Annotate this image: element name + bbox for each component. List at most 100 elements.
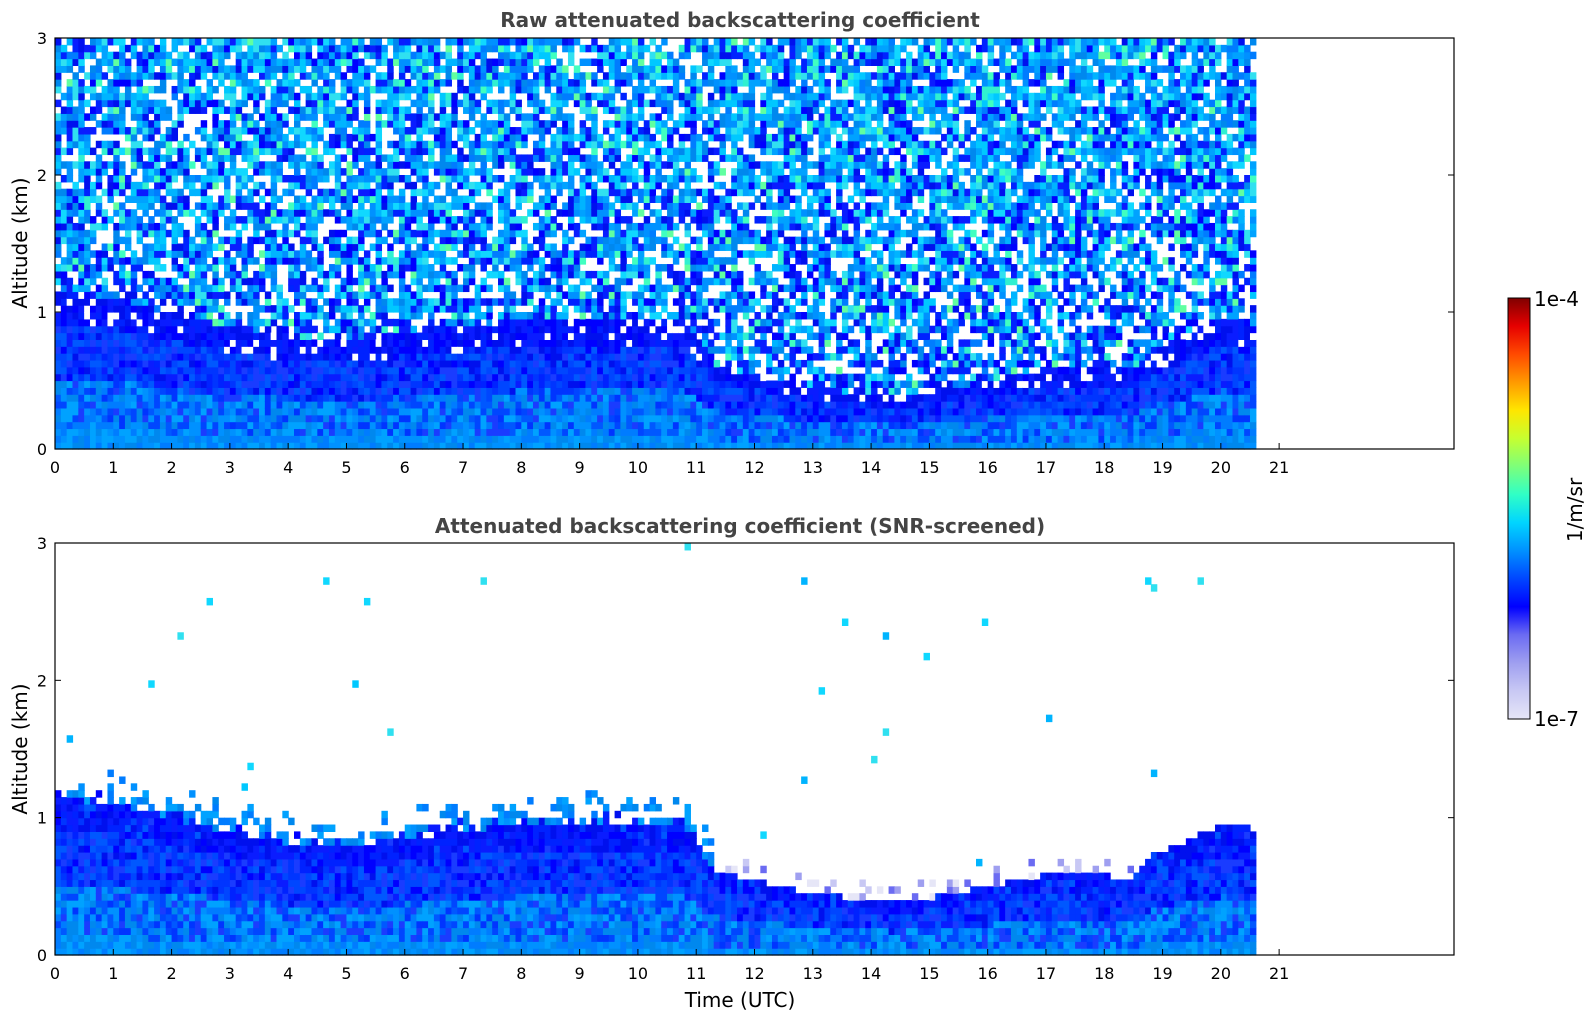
heatmap-cell bbox=[597, 435, 604, 443]
heatmap-cell bbox=[428, 85, 435, 94]
heatmap-cell bbox=[509, 318, 517, 327]
heatmap-cell bbox=[107, 106, 114, 114]
heatmap-cell bbox=[148, 216, 155, 224]
heatmap-cell bbox=[294, 435, 301, 443]
heatmap-cell bbox=[165, 325, 173, 334]
heatmap-cell bbox=[235, 359, 243, 368]
heatmap-cell bbox=[602, 284, 610, 293]
heatmap-cell bbox=[422, 72, 429, 80]
heatmap-cell bbox=[101, 401, 109, 409]
heatmap-cell bbox=[165, 359, 173, 368]
heatmap-cell bbox=[194, 339, 202, 347]
heatmap-cell bbox=[503, 435, 511, 443]
heatmap-cell bbox=[492, 366, 499, 375]
heatmap-cell bbox=[608, 236, 616, 245]
heatmap-cell bbox=[294, 318, 301, 327]
heatmap-cell bbox=[206, 79, 213, 87]
heatmap-cell bbox=[422, 387, 429, 395]
heatmap-cell bbox=[591, 394, 598, 402]
heatmap-cell bbox=[148, 421, 155, 430]
heatmap-cell bbox=[620, 414, 627, 423]
heatmap-cell bbox=[591, 401, 598, 409]
heatmap-cell bbox=[101, 58, 109, 66]
heatmap-cell bbox=[136, 373, 144, 382]
heatmap-cell bbox=[369, 175, 377, 183]
heatmap-cell bbox=[264, 257, 272, 265]
heatmap-cell bbox=[474, 250, 482, 258]
heatmap-cell bbox=[498, 312, 505, 320]
heatmap-cell bbox=[527, 339, 534, 347]
heatmap-cell bbox=[60, 270, 68, 279]
heatmap-cell bbox=[521, 318, 528, 327]
heatmap-cell bbox=[433, 401, 441, 409]
heatmap-cell bbox=[480, 58, 487, 66]
heatmap-cell bbox=[323, 188, 330, 197]
heatmap-cell bbox=[148, 154, 155, 162]
heatmap-cell bbox=[608, 147, 616, 156]
heatmap-cell bbox=[328, 188, 336, 197]
heatmap-cell bbox=[509, 85, 517, 94]
heatmap-cell bbox=[346, 435, 353, 443]
heatmap-cell bbox=[340, 346, 348, 354]
heatmap-cell bbox=[177, 209, 184, 217]
heatmap-cell bbox=[154, 106, 161, 114]
heatmap-cell bbox=[428, 44, 435, 53]
heatmap-cell bbox=[492, 346, 499, 354]
heatmap-cell bbox=[229, 380, 237, 388]
heatmap-cell bbox=[433, 339, 441, 347]
heatmap-cell bbox=[410, 291, 418, 299]
heatmap-cell bbox=[579, 298, 587, 306]
heatmap-cell bbox=[294, 51, 301, 60]
heatmap-cell bbox=[393, 127, 400, 135]
heatmap-cell bbox=[556, 339, 563, 347]
heatmap-cell bbox=[119, 188, 126, 197]
heatmap-cell bbox=[503, 120, 511, 128]
heatmap-cell bbox=[311, 202, 318, 210]
heatmap-cell bbox=[282, 312, 289, 320]
heatmap-cell bbox=[334, 51, 342, 60]
heatmap-cell bbox=[509, 339, 517, 347]
heatmap-cell bbox=[550, 51, 557, 60]
heatmap-cell bbox=[410, 312, 418, 320]
heatmap-cell bbox=[573, 92, 581, 101]
heatmap-cell bbox=[521, 51, 528, 60]
heatmap-cell bbox=[253, 291, 260, 299]
heatmap-cell bbox=[72, 243, 79, 251]
heatmap-cell bbox=[66, 38, 74, 46]
heatmap-cell bbox=[573, 339, 581, 347]
heatmap-cell bbox=[556, 318, 563, 327]
heatmap-cell bbox=[253, 127, 260, 135]
heatmap-cell bbox=[124, 380, 132, 388]
heatmap-cell bbox=[550, 120, 557, 128]
heatmap-cell bbox=[55, 51, 62, 60]
heatmap-cell bbox=[334, 346, 342, 354]
heatmap-cell bbox=[567, 58, 575, 66]
heatmap-cell bbox=[224, 181, 231, 190]
heatmap-cell bbox=[428, 113, 435, 121]
heatmap-cell bbox=[154, 305, 161, 313]
heatmap-cell bbox=[218, 127, 225, 135]
heatmap-cell bbox=[107, 243, 114, 251]
heatmap-cell bbox=[177, 113, 184, 121]
heatmap-cell bbox=[451, 243, 458, 251]
heatmap-cell bbox=[410, 380, 418, 388]
heatmap-cell bbox=[620, 181, 627, 190]
heatmap-cell bbox=[445, 38, 452, 46]
heatmap-cell bbox=[410, 359, 418, 368]
heatmap-cell bbox=[404, 264, 412, 272]
heatmap-cell bbox=[602, 168, 610, 176]
heatmap-cell bbox=[632, 229, 639, 238]
heatmap-cell bbox=[544, 58, 552, 66]
heatmap-cell bbox=[614, 236, 622, 245]
heatmap-cell bbox=[113, 373, 120, 382]
heatmap-cell bbox=[509, 291, 517, 299]
heatmap-cell bbox=[579, 79, 587, 87]
heatmap-cell bbox=[101, 99, 109, 108]
heatmap-cell bbox=[311, 435, 318, 443]
heatmap-cell bbox=[585, 401, 592, 409]
heatmap-cell bbox=[381, 195, 388, 203]
heatmap-cell bbox=[84, 216, 91, 224]
heatmap-cell bbox=[200, 188, 208, 197]
heatmap-cell bbox=[532, 250, 540, 258]
heatmap-cell bbox=[404, 250, 412, 258]
